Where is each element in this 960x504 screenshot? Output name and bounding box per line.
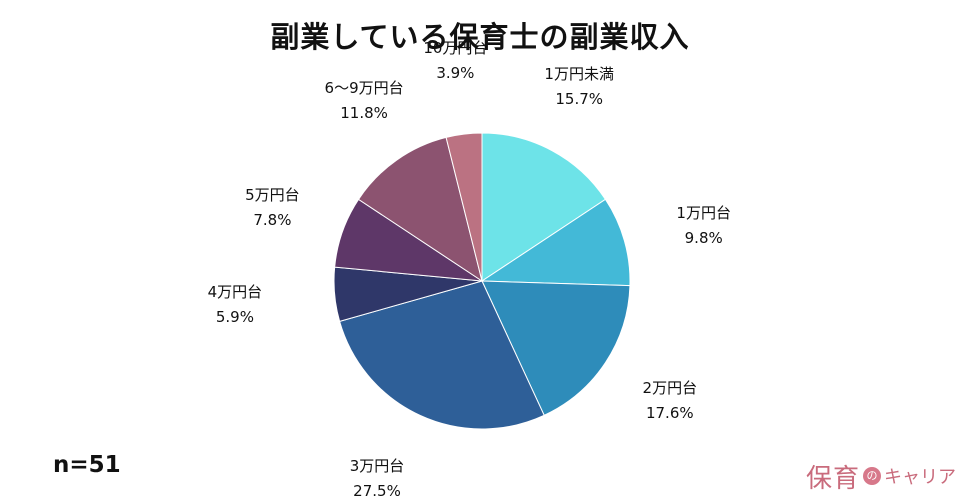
slice-label: 1万円未満 15.7% [544, 62, 614, 112]
slice-value-label: 27.5% [353, 482, 401, 501]
slice-value-label: 5.9% [215, 307, 254, 326]
pie-slice [480, 198, 631, 287]
slice-label: 1万円台 9.8% [676, 201, 731, 251]
logo-sub: キャリア [884, 467, 957, 488]
slice-category-label: 10万円台 [423, 38, 488, 57]
slice-value-label: 11.8% [340, 104, 388, 122]
logo-connector: の [863, 467, 882, 485]
slice-label: 10万円台 3.9% [423, 36, 487, 86]
slice-category-label: 5万円台 [245, 186, 300, 205]
pie-slice [445, 132, 483, 282]
slice-value-label: 9.8% [684, 228, 723, 247]
pie-slice [481, 280, 631, 416]
slice-value-label: 7.8% [253, 211, 292, 230]
pie-slice [339, 280, 545, 430]
slice-category-label: 2万円台 [642, 379, 698, 398]
chart-title: 副業している保育士の副業収入 [270, 20, 690, 54]
pie-slice [481, 132, 607, 282]
slice-label: 4万円台 5.9% [208, 280, 263, 330]
brand-logo: 保育 の キャリア [806, 458, 956, 494]
slice-category-label: 1万円未満 [544, 65, 614, 83]
slice-category-label: 6～9万円台 [324, 79, 404, 97]
slice-value-label: 15.7% [555, 90, 604, 108]
sample-size: n=51 [53, 452, 121, 478]
pie-slice [357, 136, 483, 283]
logo-main: 保育 [806, 463, 861, 494]
slice-category-label: 1万円台 [676, 203, 731, 222]
slice-label: 3万円台 27.5% [350, 454, 405, 504]
slice-category-label: 3万円台 [349, 457, 405, 476]
slice-label: 5万円台 7.8% [245, 183, 300, 233]
slice-value-label: 17.6% [645, 404, 694, 423]
slice-label: 6～9万円台 11.8% [325, 76, 404, 126]
slice-category-label: 4万円台 [207, 282, 263, 301]
slice-value-label: 3.9% [436, 63, 475, 82]
slice-label: 2万円台 17.6% [643, 376, 698, 426]
